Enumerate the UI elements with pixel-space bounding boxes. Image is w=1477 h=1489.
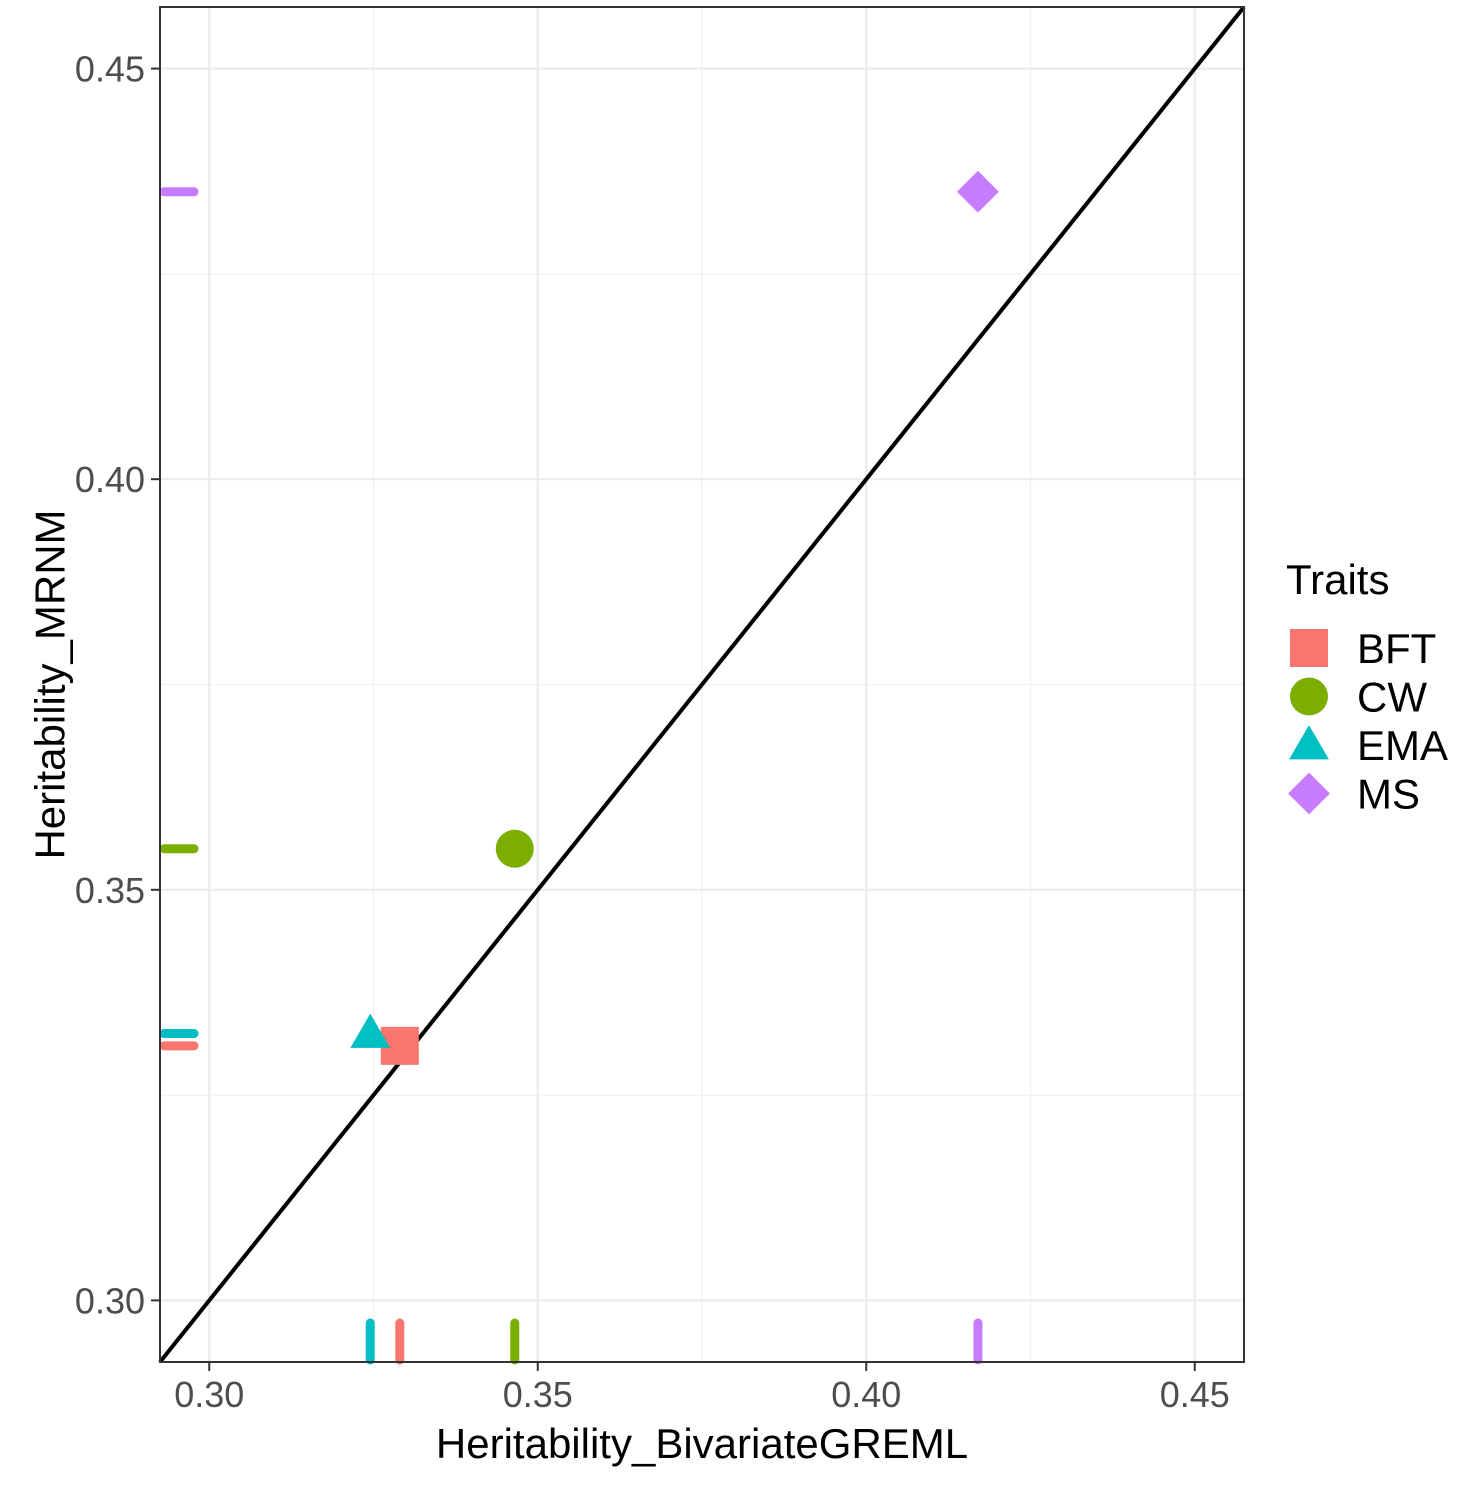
reference-line-group: [158, 5, 1246, 1364]
x-tick-label: 0.40: [831, 1374, 901, 1415]
x-tick-label: 0.45: [1160, 1374, 1230, 1415]
legend-key-ms: [1288, 772, 1330, 815]
legend-key-cw: [1290, 677, 1328, 716]
panel-border: [159, 6, 1245, 1363]
y-tick-label: 0.35: [75, 870, 145, 911]
y-tick-label: 0.30: [75, 1280, 145, 1321]
legend-key-bft: [1290, 629, 1328, 667]
point-cw: [495, 829, 534, 868]
x-tick-label: 0.35: [503, 1374, 573, 1415]
legend-label-ema: EMA: [1357, 722, 1448, 769]
data-points: [350, 170, 999, 1065]
legend-label-bft: BFT: [1357, 625, 1436, 672]
axis-ticks: 0.30 0.35 0.40 0.45 0.30 0.35 0.40 0.45: [75, 49, 1230, 1415]
point-ms: [957, 170, 999, 213]
y-tick-label: 0.45: [75, 49, 145, 90]
y-tick-label: 0.40: [75, 459, 145, 500]
grid-lines: [160, 7, 1244, 1362]
legend-label-cw: CW: [1357, 674, 1427, 721]
legend-label-ms: MS: [1357, 771, 1420, 818]
y-axis-title: Heritability_MRNM: [27, 509, 74, 859]
reference-line: [158, 5, 1246, 1364]
x-axis-title: Heritability_BivariateGREML: [436, 1420, 968, 1467]
legend-key-ema: [1289, 725, 1329, 760]
point-ema: [350, 1013, 391, 1048]
legend-title: Traits: [1286, 556, 1389, 603]
rug-marks: [159, 187, 983, 1365]
x-tick-label: 0.30: [174, 1374, 244, 1415]
